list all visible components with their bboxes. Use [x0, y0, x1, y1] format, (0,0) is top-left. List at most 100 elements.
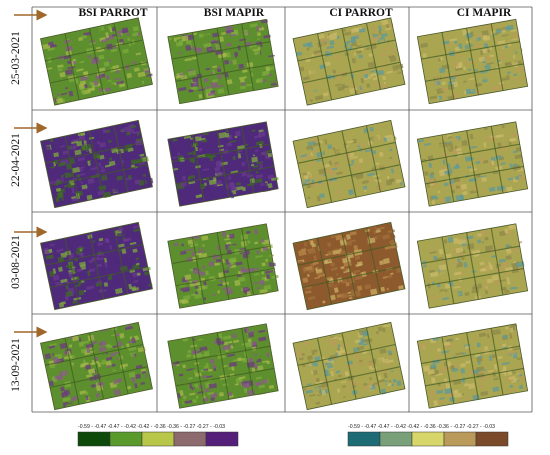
- field-texture: [84, 364, 92, 370]
- plot-divider: [191, 236, 205, 304]
- field-texture: [437, 399, 441, 405]
- field-maps: [40, 17, 529, 411]
- field-texture: [395, 178, 402, 184]
- field-texture: [444, 283, 451, 289]
- field-texture: [191, 250, 196, 257]
- plot-divider: [175, 267, 275, 287]
- field-texture: [199, 346, 208, 352]
- field-outline: [40, 221, 153, 311]
- field-texture: [441, 350, 450, 354]
- field-texture: [515, 146, 522, 152]
- field-texture: [352, 138, 357, 144]
- field-texture: [320, 199, 325, 205]
- field-texture: [104, 164, 111, 168]
- field-texture: [419, 349, 423, 352]
- field-texture: [258, 336, 267, 342]
- field-texture: [124, 241, 131, 244]
- field-texture: [219, 36, 225, 42]
- column-header-bsi-mapir: BSI MAPIR: [203, 7, 265, 19]
- field-texture: [360, 77, 365, 84]
- field-texture: [100, 168, 106, 173]
- field-texture: [181, 299, 189, 305]
- field-texture: [354, 353, 361, 360]
- field-texture: [351, 27, 360, 34]
- field-texture: [302, 267, 307, 273]
- field-texture: [246, 83, 253, 87]
- field-texture: [64, 87, 69, 90]
- plot-divider: [466, 332, 479, 400]
- field-texture: [310, 39, 317, 45]
- field-texture: [188, 181, 196, 185]
- field-texture: [369, 227, 377, 234]
- field-texture: [372, 25, 378, 31]
- field-texture: [463, 80, 467, 83]
- field-texture: [461, 140, 468, 147]
- field-texture: [355, 182, 360, 188]
- field-texture: [482, 369, 486, 372]
- field-texture: [257, 25, 262, 28]
- plot-divider: [49, 61, 148, 84]
- field-texture: [373, 81, 380, 87]
- field-texture: [262, 360, 269, 363]
- field-texture: [116, 232, 123, 236]
- field-texture: [385, 362, 392, 366]
- field-texture: [256, 258, 263, 264]
- field-texture: [97, 27, 102, 32]
- field-texture: [78, 289, 85, 296]
- field-texture: [334, 162, 341, 168]
- field-texture: [483, 35, 491, 41]
- field-texture: [69, 171, 73, 174]
- field-texture: [211, 44, 216, 50]
- field-texture: [194, 372, 202, 377]
- field-texture: [488, 355, 493, 362]
- field-texture: [52, 356, 59, 362]
- field-texture: [437, 57, 441, 62]
- field-texture: [96, 280, 103, 284]
- field-texture: [383, 257, 390, 265]
- field-texture: [353, 269, 361, 274]
- field-texture: [82, 394, 86, 398]
- field-texture: [232, 75, 237, 79]
- field-texture: [121, 27, 129, 34]
- row-arrows: [14, 9, 48, 338]
- field-texture: [50, 70, 54, 73]
- field-texture: [204, 86, 210, 90]
- field-texture: [188, 377, 193, 380]
- field-texture: [118, 128, 126, 132]
- field-texture: [73, 254, 79, 259]
- field-texture: [245, 327, 250, 333]
- field-texture: [312, 369, 318, 376]
- field-map-r3-c3: [292, 221, 406, 311]
- field-texture: [376, 185, 383, 192]
- field-texture: [460, 363, 466, 368]
- field-texture: [464, 383, 469, 387]
- field-texture: [253, 281, 260, 285]
- field-texture: [436, 389, 444, 394]
- field-texture: [330, 234, 337, 239]
- field-texture: [509, 388, 515, 393]
- field-texture: [335, 83, 342, 87]
- field-texture: [108, 157, 113, 161]
- field-texture: [227, 25, 233, 29]
- field-texture: [301, 179, 306, 183]
- field-texture: [254, 41, 258, 44]
- field-texture: [431, 196, 436, 199]
- field-texture: [252, 357, 258, 362]
- field-map-r1-c2: [167, 18, 279, 105]
- field-texture: [212, 69, 216, 75]
- field-texture: [484, 289, 489, 295]
- field-texture: [319, 193, 325, 199]
- field-texture: [510, 247, 519, 253]
- field-texture: [339, 193, 343, 199]
- legend-swatch-3: [141, 431, 175, 447]
- field-texture: [98, 346, 107, 353]
- field-texture: [451, 376, 455, 381]
- field-texture: [265, 258, 269, 262]
- field-texture: [352, 76, 359, 80]
- field-texture: [311, 137, 316, 142]
- field-texture: [357, 47, 364, 52]
- field-texture: [486, 370, 489, 375]
- field-texture: [106, 144, 111, 148]
- field-texture: [123, 237, 132, 243]
- field-texture: [261, 70, 270, 77]
